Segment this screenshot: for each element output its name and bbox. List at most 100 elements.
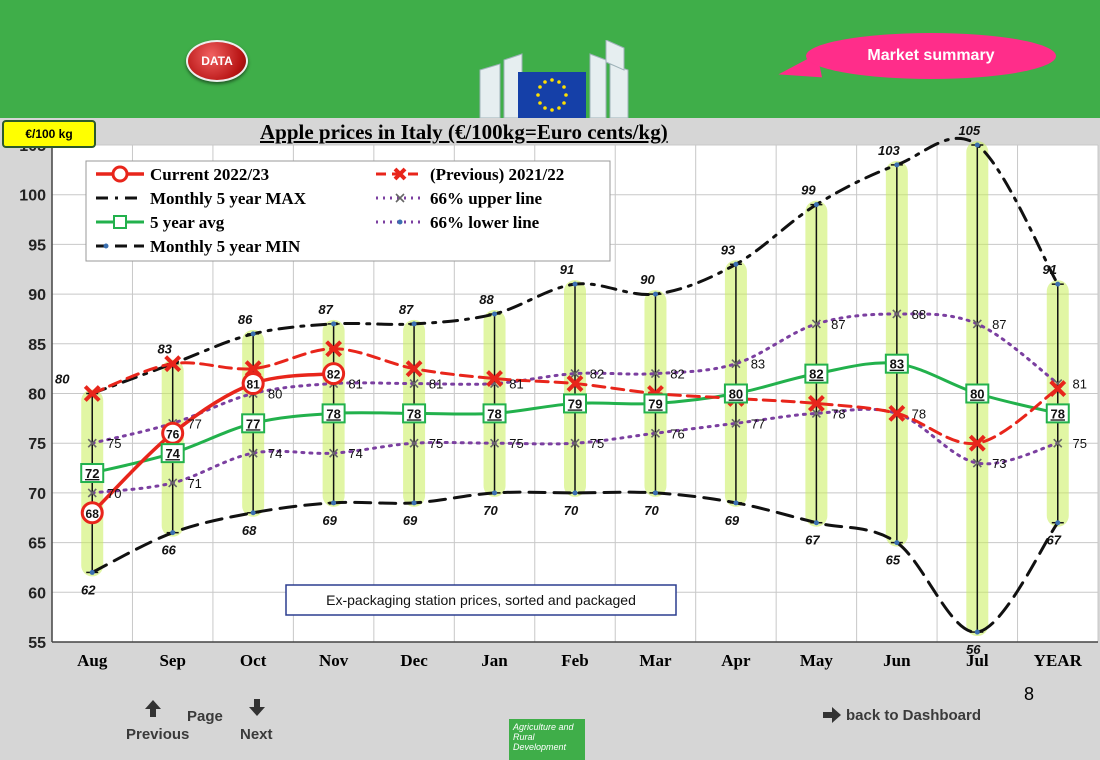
lower-data-label: 78 [831, 406, 845, 421]
avg-data-label: 74 [165, 446, 180, 461]
avg-data-label: 82 [809, 367, 823, 382]
lower-data-label: 74 [348, 446, 362, 461]
max-data-label: 93 [721, 242, 736, 257]
min-data-label: 70 [564, 503, 579, 518]
y-tick-label: 85 [28, 337, 46, 354]
lower-data-label: 75 [1073, 436, 1087, 451]
legend-label: 66% upper line [430, 189, 543, 208]
upper-data-label: 87 [992, 317, 1006, 332]
lower-data-label: 75 [509, 436, 523, 451]
data-button[interactable]: DATA [186, 40, 248, 82]
range-dot-marker [1055, 281, 1061, 287]
cross-marker [409, 438, 419, 448]
legend-label: Monthly 5 year MAX [150, 189, 307, 208]
range-dot-marker [974, 629, 980, 635]
previous-marker [405, 360, 423, 378]
cross-marker [650, 428, 661, 438]
range-dot-marker [572, 281, 578, 287]
upper-data-label: 81 [429, 377, 443, 392]
upper-data-label: 75 [107, 436, 121, 451]
upper-data-label: 82 [670, 367, 684, 382]
legend-label: Current 2022/23 [150, 165, 269, 184]
back-arrow-icon[interactable] [822, 706, 842, 728]
back-to-dashboard-link[interactable]: back to Dashboard [846, 707, 982, 724]
min-data-label: 56 [966, 642, 981, 657]
cross-marker [731, 359, 741, 369]
y-tick-label: 80 [28, 387, 46, 404]
cross-marker [87, 488, 97, 498]
avg-marker [241, 413, 266, 434]
note-box [285, 584, 677, 616]
page-label: Page [187, 708, 223, 725]
max-data-label: 99 [801, 183, 816, 198]
avg-marker [643, 393, 668, 414]
previous-button[interactable]: Previous [126, 726, 190, 743]
x-tick-label: Jul [966, 651, 989, 670]
avg-data-label: 80 [729, 387, 743, 402]
lower-data-label: 78 [912, 406, 926, 421]
lower-data-label: 74 [268, 446, 282, 461]
avg-data-label: 78 [1051, 406, 1065, 421]
range-dot-marker [250, 510, 256, 516]
range-dot-marker [492, 311, 498, 317]
market-summary-button[interactable]: Market summary [806, 33, 1056, 79]
previous-marker [486, 370, 503, 388]
cross-marker [329, 448, 339, 458]
avg-marker [321, 403, 346, 424]
avg-data-label: 80 [970, 387, 984, 402]
range-dot-marker [652, 490, 658, 496]
chart-title: Apple prices in Italy (€/100kg=Euro cent… [260, 120, 668, 144]
avg-marker [80, 463, 105, 484]
upper-data-label: 81 [1073, 377, 1087, 392]
avg-data-label: 79 [568, 396, 582, 411]
note-text: Ex-packaging station prices, sorted and … [326, 592, 636, 608]
next-button[interactable]: Next [240, 726, 273, 743]
y-tick-label: 90 [28, 287, 46, 304]
cross-marker [811, 319, 821, 329]
legend-label: (Previous) 2021/22 [430, 165, 564, 184]
y-tick-label: 100 [19, 188, 46, 205]
upper-data-label: 81 [348, 377, 362, 392]
lower-data-label: 75 [429, 436, 443, 451]
min-data-label: 69 [403, 513, 418, 528]
cross-marker [570, 438, 580, 448]
upper-data-label: 82 [590, 367, 604, 382]
range-dot-marker [572, 490, 578, 496]
range-dot-marker [89, 569, 95, 575]
min-data-label: 70 [644, 503, 659, 518]
x-tick-label: Sep [159, 651, 185, 670]
max-data-label: 88 [479, 292, 494, 307]
y-tick-label: 70 [28, 486, 46, 503]
min-data-label: 66 [161, 543, 176, 558]
avg-marker [1045, 403, 1070, 424]
avg-data-label: 72 [85, 466, 99, 481]
range-dot-marker [492, 490, 498, 496]
lower-data-label: 73 [992, 456, 1006, 471]
avg-data-label: 78 [326, 406, 340, 421]
unit-badge: €/100 kg [2, 120, 96, 148]
previous-marker [1049, 380, 1067, 397]
previous-arrow-icon[interactable] [143, 698, 163, 722]
page-number: 8 [1024, 684, 1035, 704]
previous-marker [164, 355, 182, 373]
legend-marker-min [103, 243, 109, 249]
avg-marker [884, 353, 909, 374]
max-data-label: 103 [878, 143, 900, 158]
max-data-label: 87 [399, 302, 414, 317]
legend-marker-upper [395, 193, 405, 203]
lower-data-label: 76 [670, 426, 684, 441]
cross-marker [731, 418, 741, 428]
cross-marker [489, 438, 500, 448]
max-data-label: 83 [157, 342, 172, 357]
upper-data-label: 88 [912, 307, 926, 322]
previous-marker [968, 434, 986, 452]
cross-marker [87, 438, 97, 448]
avg-data-label: 79 [648, 396, 662, 411]
max-data-label: 91 [1043, 262, 1057, 277]
next-arrow-icon[interactable] [247, 698, 267, 722]
avg-marker [402, 403, 427, 424]
y-tick-label: 95 [28, 237, 46, 254]
min-data-label: 67 [1047, 533, 1062, 548]
avg-data-label: 78 [407, 406, 421, 421]
max-data-label: 87 [318, 302, 333, 317]
